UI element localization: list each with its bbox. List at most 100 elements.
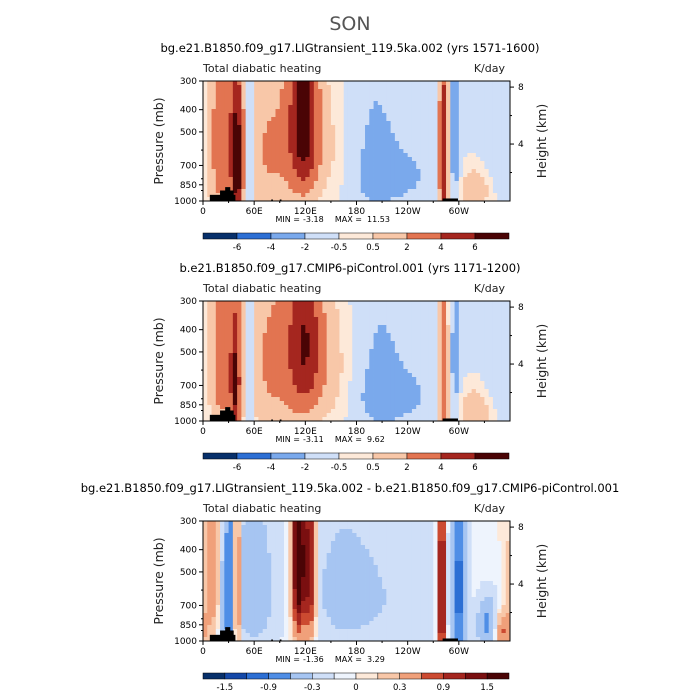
heatmap-cell: [492, 145, 498, 150]
heatmap-cell: [249, 165, 255, 170]
heatmap-cell: [437, 377, 443, 382]
y2-axis-title: Height (km): [534, 104, 549, 178]
heatmap-cell: [266, 373, 272, 378]
heatmap-cell: [365, 349, 370, 354]
heatmap-cell: [420, 81, 426, 86]
heatmap-cell: [382, 353, 387, 358]
heatmap-cell: [330, 349, 336, 354]
heatmap-cell: [382, 193, 387, 198]
heatmap-cell: [356, 389, 362, 394]
heatmap-cell: [313, 153, 319, 158]
heatmap-cell: [335, 121, 340, 126]
heatmap-cell: [275, 113, 281, 118]
heatmap-cell: [237, 389, 242, 394]
heatmap-cell: [458, 353, 464, 358]
max-label: MAX =: [335, 435, 362, 444]
heatmap-cell: [428, 381, 434, 386]
heatmap-cell: [403, 317, 409, 322]
heatmap-cell: [343, 349, 349, 354]
heatmap-cell: [313, 345, 319, 350]
heatmap-cell: [377, 313, 383, 318]
heatmap-cell: [360, 321, 366, 326]
heatmap-cell: [288, 545, 293, 550]
heatmap-cell: [262, 401, 268, 406]
heatmap-cell: [301, 325, 306, 330]
heatmap-cell: [262, 409, 268, 414]
heatmap-cell: [211, 321, 217, 326]
heatmap-cell: [241, 189, 247, 194]
heatmap-cell: [458, 193, 464, 198]
heatmap-cell: [360, 189, 366, 194]
heatmap-cell: [424, 149, 430, 154]
heatmap-cell: [369, 181, 374, 186]
heatmap-cell: [416, 109, 421, 114]
heatmap-cell: [446, 365, 451, 370]
heatmap-cell: [356, 189, 362, 194]
heatmap-cell: [369, 97, 374, 102]
heatmap-cell: [450, 133, 455, 138]
heatmap-cell: [394, 129, 400, 134]
heatmap-cell: [471, 177, 477, 182]
heatmap-cell: [254, 97, 259, 102]
heatmap-cell: [245, 101, 251, 106]
heatmap-cell: [377, 145, 383, 150]
heatmap-cell: [339, 309, 345, 314]
heatmap-cell: [203, 409, 208, 414]
heatmap-cell: [305, 325, 310, 330]
heatmap-cell: [258, 149, 264, 154]
heatmap-cell: [373, 401, 379, 406]
colorbar-box: [440, 232, 476, 240]
heatmap-cell: [463, 141, 468, 146]
heatmap-cell: [484, 385, 490, 390]
heatmap-cell: [433, 401, 438, 406]
heatmap-cell: [237, 377, 242, 382]
heatmap-cell: [215, 345, 221, 350]
heatmap-cell: [326, 305, 332, 310]
heatmap-cell: [467, 301, 473, 306]
heatmap-cell: [360, 173, 366, 178]
heatmap-cell: [241, 413, 247, 418]
heatmap-cell: [215, 549, 221, 554]
heatmap-cell: [352, 529, 357, 534]
heatmap-cell: [241, 337, 247, 342]
heatmap-cell: [428, 189, 434, 194]
heatmap-cell: [284, 81, 289, 86]
heatmap-cell: [207, 157, 212, 162]
heatmap-cell: [424, 373, 430, 378]
heatmap-cell: [369, 377, 374, 382]
heatmap-cell: [488, 137, 494, 142]
heatmap-cell: [241, 93, 247, 98]
heatmap-cell: [463, 529, 468, 534]
heatmap-cell: [296, 325, 302, 330]
heatmap-cell: [416, 125, 421, 130]
heatmap-cell: [352, 301, 357, 306]
heatmap-cell: [296, 141, 302, 146]
heatmap-cell: [275, 409, 281, 414]
heatmap-cell: [369, 93, 374, 98]
heatmap-cell: [501, 413, 507, 418]
heatmap-cell: [501, 369, 507, 374]
heatmap-cell: [454, 321, 460, 326]
heatmap-cell: [386, 529, 392, 534]
heatmap-cell: [373, 353, 379, 358]
heatmap-cell: [237, 157, 242, 162]
heatmap-cell: [203, 521, 208, 526]
heatmap-cell: [220, 393, 225, 398]
heatmap-cell: [309, 541, 315, 546]
heatmap-cell: [224, 385, 229, 390]
heatmap-cell: [450, 137, 455, 142]
heatmap-cell: [420, 313, 426, 318]
heatmap-cell: [424, 321, 430, 326]
heatmap-cell: [245, 417, 251, 422]
heatmap-cell: [313, 397, 319, 402]
heatmap-cell: [386, 317, 392, 322]
heatmap-cell: [207, 125, 212, 130]
heatmap-cell: [262, 361, 268, 366]
heatmap-cell: [343, 313, 349, 318]
heatmap-cell: [411, 333, 417, 338]
heatmap-cell: [454, 537, 460, 542]
heatmap-cell: [292, 381, 298, 386]
heatmap-cell: [382, 409, 387, 414]
heatmap-cell: [339, 381, 345, 386]
heatmap-cell: [228, 333, 234, 338]
